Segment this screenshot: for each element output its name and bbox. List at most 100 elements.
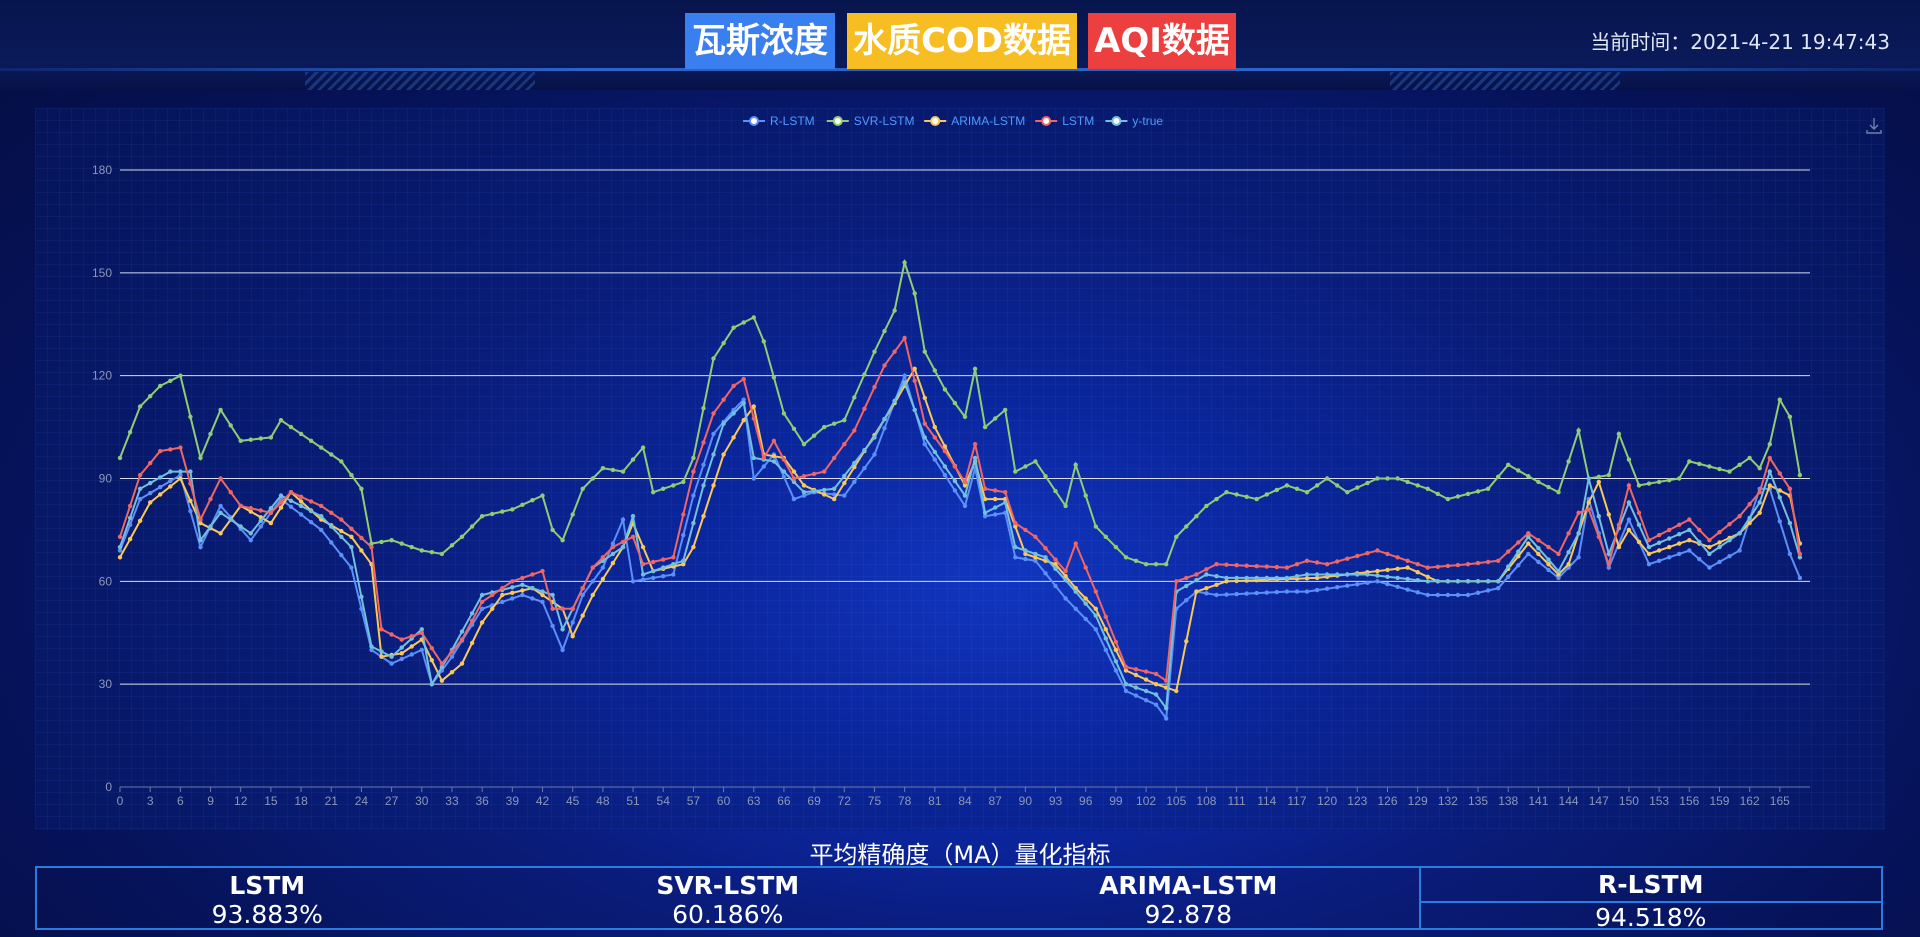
data-point <box>781 411 787 416</box>
data-point <box>671 562 676 567</box>
data-point <box>620 544 626 550</box>
data-point <box>530 586 535 591</box>
x-tick-label: 132 <box>1438 794 1458 808</box>
data-point <box>1314 587 1320 593</box>
data-point <box>1294 574 1300 579</box>
metric-lstm: LSTM 93.883% <box>37 868 498 930</box>
data-point <box>1264 492 1270 497</box>
data-point <box>882 426 887 431</box>
data-point <box>1465 579 1471 584</box>
data-point <box>791 469 797 474</box>
legend-item[interactable]: ARIMA-LSTM <box>924 114 1025 128</box>
data-point <box>1445 563 1451 569</box>
data-point <box>711 356 716 361</box>
data-point <box>701 483 706 488</box>
data-point <box>1747 515 1752 521</box>
data-point <box>1395 566 1400 571</box>
data-point <box>1757 500 1762 505</box>
data-point <box>389 661 394 666</box>
data-point <box>1656 532 1662 538</box>
data-point <box>117 548 123 553</box>
data-point <box>349 534 354 539</box>
data-point <box>912 291 917 296</box>
data-point <box>1516 554 1521 559</box>
data-point <box>168 378 173 383</box>
data-point <box>268 520 274 526</box>
data-point <box>1355 572 1360 577</box>
tab-aqi[interactable]: AQI数据 <box>1088 13 1236 69</box>
data-point <box>1566 459 1571 464</box>
x-tick-label: 99 <box>1109 794 1123 808</box>
data-point <box>1274 589 1280 595</box>
data-point <box>359 535 364 541</box>
data-point <box>862 406 867 411</box>
data-point <box>399 637 404 642</box>
data-point <box>1717 466 1722 472</box>
legend-item[interactable]: R-LSTM <box>743 114 815 128</box>
data-point <box>1375 579 1380 584</box>
x-tick-label: 111 <box>1227 794 1246 808</box>
data-point <box>651 575 656 581</box>
data-point <box>1304 576 1310 581</box>
data-point <box>1174 688 1179 694</box>
data-point <box>1023 551 1028 557</box>
data-point <box>1063 503 1068 509</box>
data-point <box>1385 581 1390 587</box>
data-point <box>148 394 153 399</box>
download-icon[interactable] <box>1866 118 1882 134</box>
data-point <box>640 445 646 450</box>
data-point <box>1667 536 1672 541</box>
data-point <box>278 505 284 510</box>
data-point <box>208 496 213 502</box>
tab-water-cod[interactable]: 水质COD数据 <box>847 13 1077 69</box>
series-line <box>119 380 1801 711</box>
data-point <box>962 493 968 498</box>
data-point <box>630 457 636 462</box>
x-tick-label: 90 <box>1019 794 1033 808</box>
data-point <box>319 445 324 450</box>
data-point <box>278 500 284 505</box>
data-point <box>520 582 525 587</box>
chart-legend: R-LSTM SVR-LSTM ARIMA-LSTM LSTM y-true <box>743 114 1163 128</box>
data-point <box>268 510 274 515</box>
legend-item[interactable]: y-true <box>1105 114 1163 128</box>
data-point <box>1335 559 1340 564</box>
data-point <box>510 579 515 584</box>
data-point <box>1013 469 1018 474</box>
data-point <box>1284 589 1290 594</box>
data-point <box>228 423 233 428</box>
data-point <box>369 647 374 653</box>
data-point <box>1355 582 1360 587</box>
data-point <box>1636 539 1642 545</box>
data-point <box>1304 589 1310 594</box>
data-point <box>1767 442 1773 447</box>
data-point <box>882 416 887 422</box>
data-point <box>1204 586 1209 591</box>
data-point <box>1596 474 1602 479</box>
data-point <box>1777 397 1783 402</box>
data-point <box>1606 562 1612 567</box>
data-point <box>1445 496 1451 502</box>
data-point <box>379 627 384 632</box>
metrics-title: 平均精确度（MA）量化指标 <box>809 841 1111 869</box>
data-point <box>681 562 686 567</box>
data-point <box>1113 668 1119 673</box>
data-point <box>1174 579 1179 584</box>
data-point <box>248 506 253 511</box>
data-point <box>852 479 857 485</box>
x-tick-label: 156 <box>1679 794 1699 808</box>
data-point <box>952 400 958 406</box>
legend-item[interactable]: SVR-LSTM <box>826 114 915 128</box>
data-point <box>1576 428 1581 433</box>
data-point <box>308 499 314 504</box>
data-point <box>409 644 414 649</box>
legend-item[interactable]: LSTM <box>1035 114 1094 128</box>
tab-gas-concentration[interactable]: 瓦斯浓度 <box>685 13 835 69</box>
data-point <box>540 493 545 498</box>
data-point <box>178 472 183 478</box>
data-point <box>1455 562 1461 568</box>
data-point <box>449 670 455 675</box>
data-point <box>238 524 243 529</box>
data-point <box>661 574 666 579</box>
data-point <box>137 472 143 478</box>
